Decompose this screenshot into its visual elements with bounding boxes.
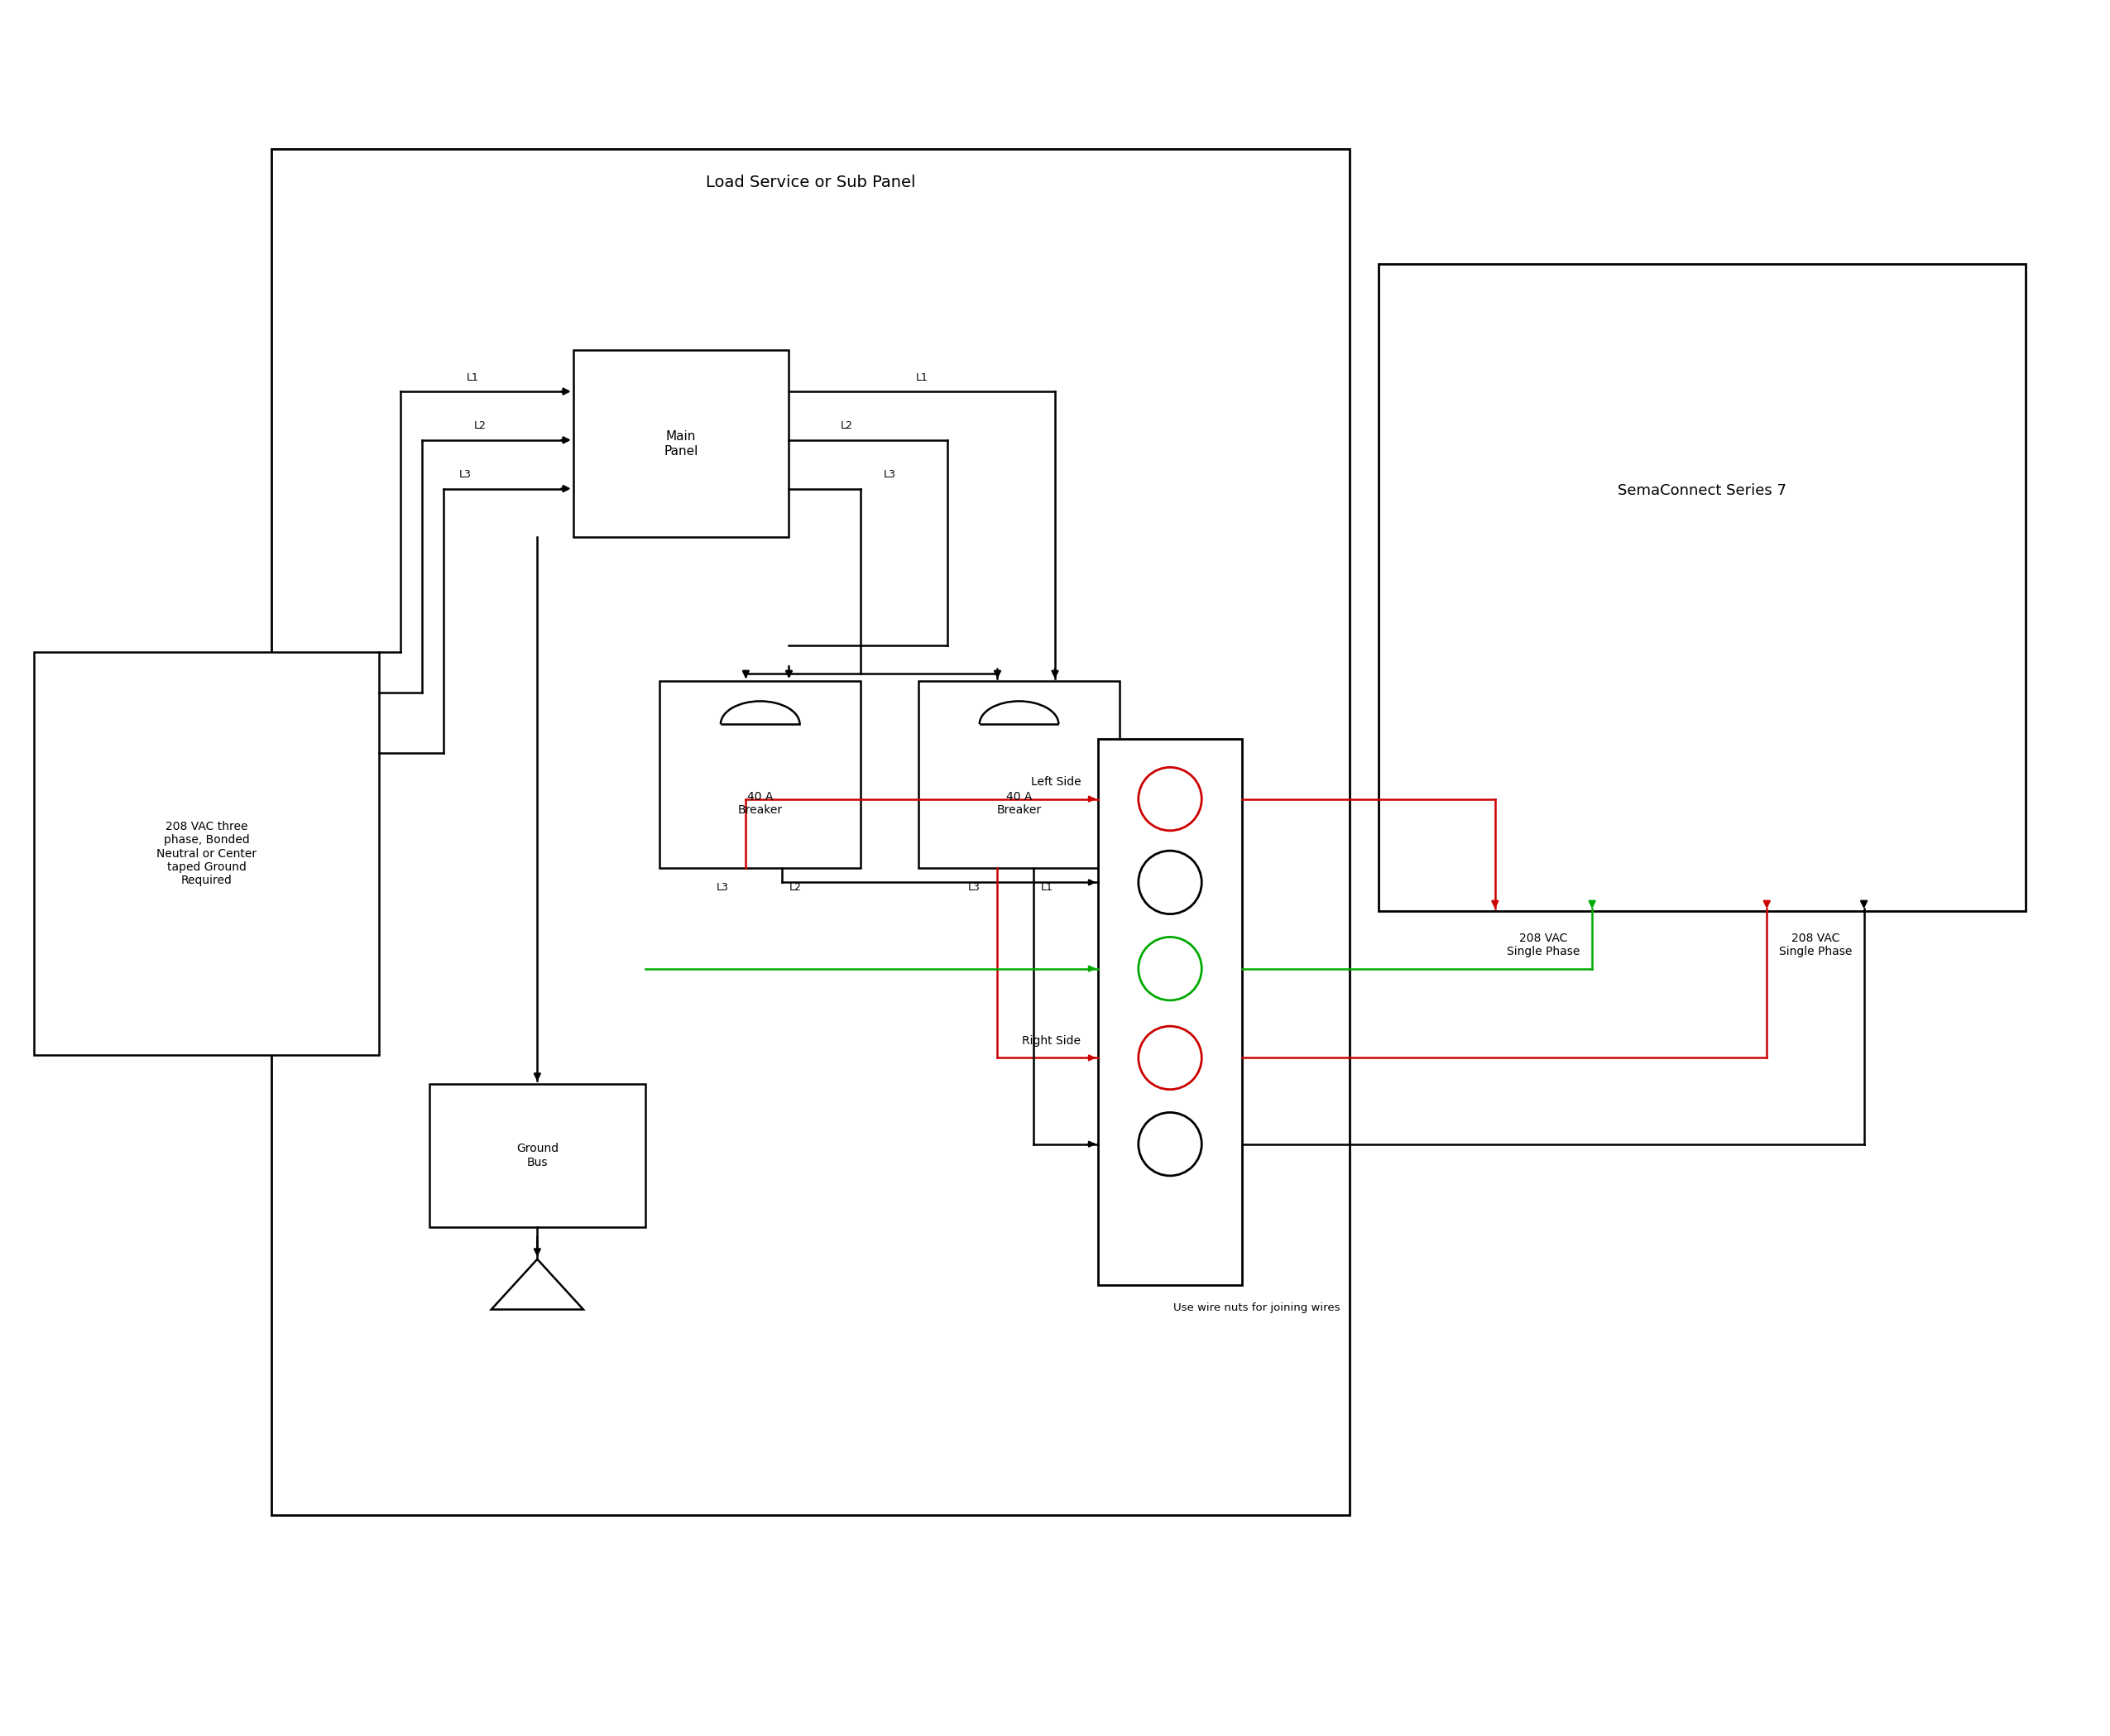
Text: SemaConnect Series 7: SemaConnect Series 7 <box>1618 483 1787 498</box>
Text: 208 VAC three
phase, Bonded
Neutral or Center
taped Ground
Required: 208 VAC three phase, Bonded Neutral or C… <box>156 821 257 885</box>
Text: Ground
Bus: Ground Bus <box>517 1142 559 1168</box>
Text: Left Side: Left Side <box>1030 776 1080 788</box>
Text: Load Service or Sub Panel: Load Service or Sub Panel <box>705 175 916 191</box>
Text: Right Side: Right Side <box>1021 1035 1080 1047</box>
Bar <box>1097 738 1243 1285</box>
Text: L2: L2 <box>789 882 802 892</box>
Text: L3: L3 <box>884 469 897 481</box>
Text: L1: L1 <box>466 372 479 384</box>
Text: L3: L3 <box>460 469 471 481</box>
Bar <box>1378 264 2026 911</box>
Text: 40 A
Breaker: 40 A Breaker <box>996 792 1042 816</box>
Text: L1: L1 <box>916 372 928 384</box>
Text: 208 VAC
Single Phase: 208 VAC Single Phase <box>1779 932 1853 958</box>
Text: L1: L1 <box>1040 882 1053 892</box>
Bar <box>918 681 1120 868</box>
Bar <box>574 351 789 536</box>
Bar <box>34 653 380 1055</box>
Bar <box>272 149 1350 1516</box>
Text: Main
Panel: Main Panel <box>665 431 698 457</box>
Text: 40 A
Breaker: 40 A Breaker <box>738 792 783 816</box>
Text: L2: L2 <box>473 420 485 432</box>
Text: L3: L3 <box>968 882 981 892</box>
Bar <box>430 1083 646 1227</box>
Text: 208 VAC
Single Phase: 208 VAC Single Phase <box>1507 932 1580 958</box>
Text: L2: L2 <box>840 420 852 432</box>
Text: L3: L3 <box>715 882 728 892</box>
Bar <box>660 681 861 868</box>
Text: Use wire nuts for joining wires: Use wire nuts for joining wires <box>1173 1302 1340 1312</box>
